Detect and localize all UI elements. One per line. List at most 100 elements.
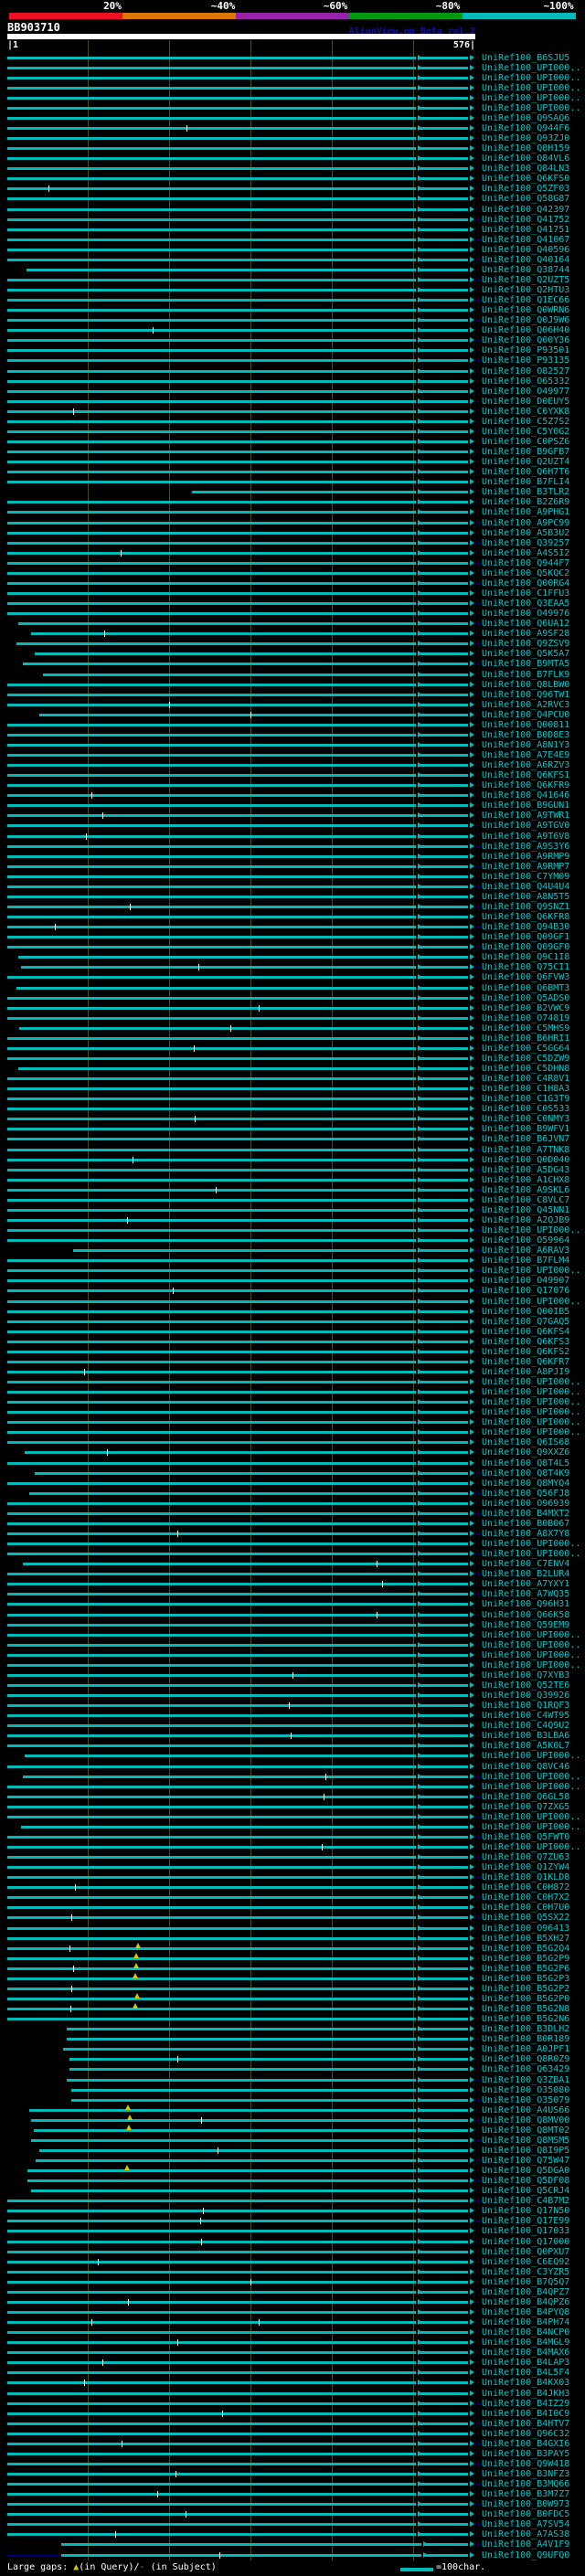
segment-arrowhead-icon [418,579,423,586]
segment-arrowhead-icon [470,2329,475,2336]
subject-overhang-right [476,320,480,322]
segment-gap [416,2481,419,2488]
segment-gap [416,2460,419,2467]
segment-arrowhead-icon [470,387,475,394]
subject-label: UniRef100_B4IZ29 [482,2398,570,2409]
alignment-row: UniRef100_UPI000.. [0,1782,585,1792]
alignment-row: UniRef100_UPI000.. [0,1377,585,1387]
segment-gap [416,1227,419,1234]
segment-gap [416,1904,419,1912]
alignment-row: UniRef100_B5G2N6 [0,2014,585,2024]
subject-label: UniRef100_B3NFZ3 [482,2469,570,2479]
alignment-row: UniRef100_Q8T4L5 [0,1458,585,1468]
segment-arrowhead-icon [418,499,423,505]
segment-gap [468,1945,471,1952]
segment-arrowhead-icon [470,1176,475,1182]
segment-arrowhead-icon [418,1520,423,1526]
segment-arrowhead-icon [418,1227,423,1233]
segment-arrowhead-icon [470,246,475,252]
segment-arrowhead-icon [470,994,475,1001]
gap-in-subject-mark [83,2380,85,2387]
alignment-row: UniRef100_UPI000.. [0,1630,585,1640]
alignment-bar [7,612,472,616]
subject-label: UniRef100_A7WQ35 [482,1589,570,1600]
subject-label: UniRef100_Q944F6 [482,123,570,133]
segment-arrowhead-icon [418,691,423,697]
alignment-bar [7,1128,472,1131]
segment-arrowhead-icon [470,489,475,495]
segment-gap [468,307,471,314]
segment-gap [468,1844,471,1850]
segment-gap [416,307,419,314]
segment-gap [468,2339,471,2347]
subject-label: UniRef100_UPI000.. [482,1417,581,1428]
segment-arrowhead-icon [418,1773,423,1779]
subject-label: UniRef100_B7Q5Q7 [482,2276,570,2287]
alignment-bar [7,2220,472,2223]
segment-arrowhead-icon [470,2309,475,2315]
alignment-row: UniRef100_Q6KFS2 [0,1347,585,1357]
segment-arrowhead-icon [470,94,475,101]
segment-gap [416,1874,419,1882]
segment-gap [416,1884,419,1892]
segment-arrowhead-icon [470,914,475,919]
subject-label: UniRef100_C1H8A3 [482,1084,570,1095]
alignment-bar [7,1633,472,1637]
gap-in-query-mark [134,1992,141,1998]
segment-gap [468,2430,471,2437]
segment-arrowhead-icon [418,2511,423,2518]
segment-arrowhead-icon [418,802,423,809]
alignment-row: UniRef100_B4KX03 [0,2378,585,2388]
subject-label: UniRef100_C0PSZ6 [482,437,570,447]
alignment-row: UniRef100_Q6KFS4 [0,1327,585,1337]
subject-overhang-right [476,684,480,685]
subject-overhang-right [476,603,480,604]
segment-gap [416,2056,419,2063]
gap-in-subject-mark [258,2319,260,2326]
segment-gap [416,1581,419,1588]
segment-gap [416,367,419,375]
segment-arrowhead-icon [418,307,423,313]
alignment-bar [7,1320,472,1323]
subject-overhang-right [476,2200,480,2202]
gap-in-subject-dash-icon: - [139,2562,145,2572]
segment-gap [468,196,471,203]
alignment-bar [7,1916,472,1920]
segment-arrowhead-icon [418,1449,423,1456]
segment-arrowhead-icon [418,569,423,576]
segment-arrowhead-icon [470,2016,475,2022]
segment-gap [468,387,471,395]
alignment-bar [7,238,472,241]
subject-overhang-right [476,522,480,524]
alignment-bar [7,511,472,514]
segment-arrowhead-icon [470,1096,475,1102]
alignment-bar [63,2048,472,2051]
alignment-row: UniRef100_A2RVC3 [0,700,585,710]
segment-arrowhead-icon [418,1348,423,1354]
segment-gap [416,317,419,324]
subject-label: UniRef100_B9WFV1 [482,1124,570,1135]
alignment-row: UniRef100_Q3EAA5 [0,599,585,609]
subject-label: UniRef100_O59964 [482,1235,570,1246]
segment-arrowhead-icon [470,1419,475,1426]
segment-arrowhead-icon [470,2218,475,2224]
alignment-row: UniRef100_A4US66 [0,2104,585,2115]
gap-in-subject-mark [201,2238,203,2245]
segment-arrowhead-icon [470,1338,475,1344]
alignment-row: UniRef100_Q0D040 [0,1155,585,1165]
subject-label: UniRef100_Q42397 [482,204,570,215]
segment-arrowhead-icon [418,1945,423,1951]
segment-arrowhead-icon [470,721,475,727]
segment-gap [468,772,471,779]
subject-overhang-right [476,845,480,847]
alignment-bar [7,774,472,778]
subject-label: UniRef100_C7ENV4 [482,1559,570,1570]
alignment-bar [7,1734,472,1738]
segment-arrowhead-icon [418,853,423,859]
segment-gap [416,1621,419,1628]
segment-arrowhead-icon [470,1044,475,1051]
segment-arrowhead-icon [470,2278,475,2284]
alignment-bar [7,177,472,181]
segment-arrowhead-icon [470,1753,475,1759]
segment-gap [468,1723,471,1730]
